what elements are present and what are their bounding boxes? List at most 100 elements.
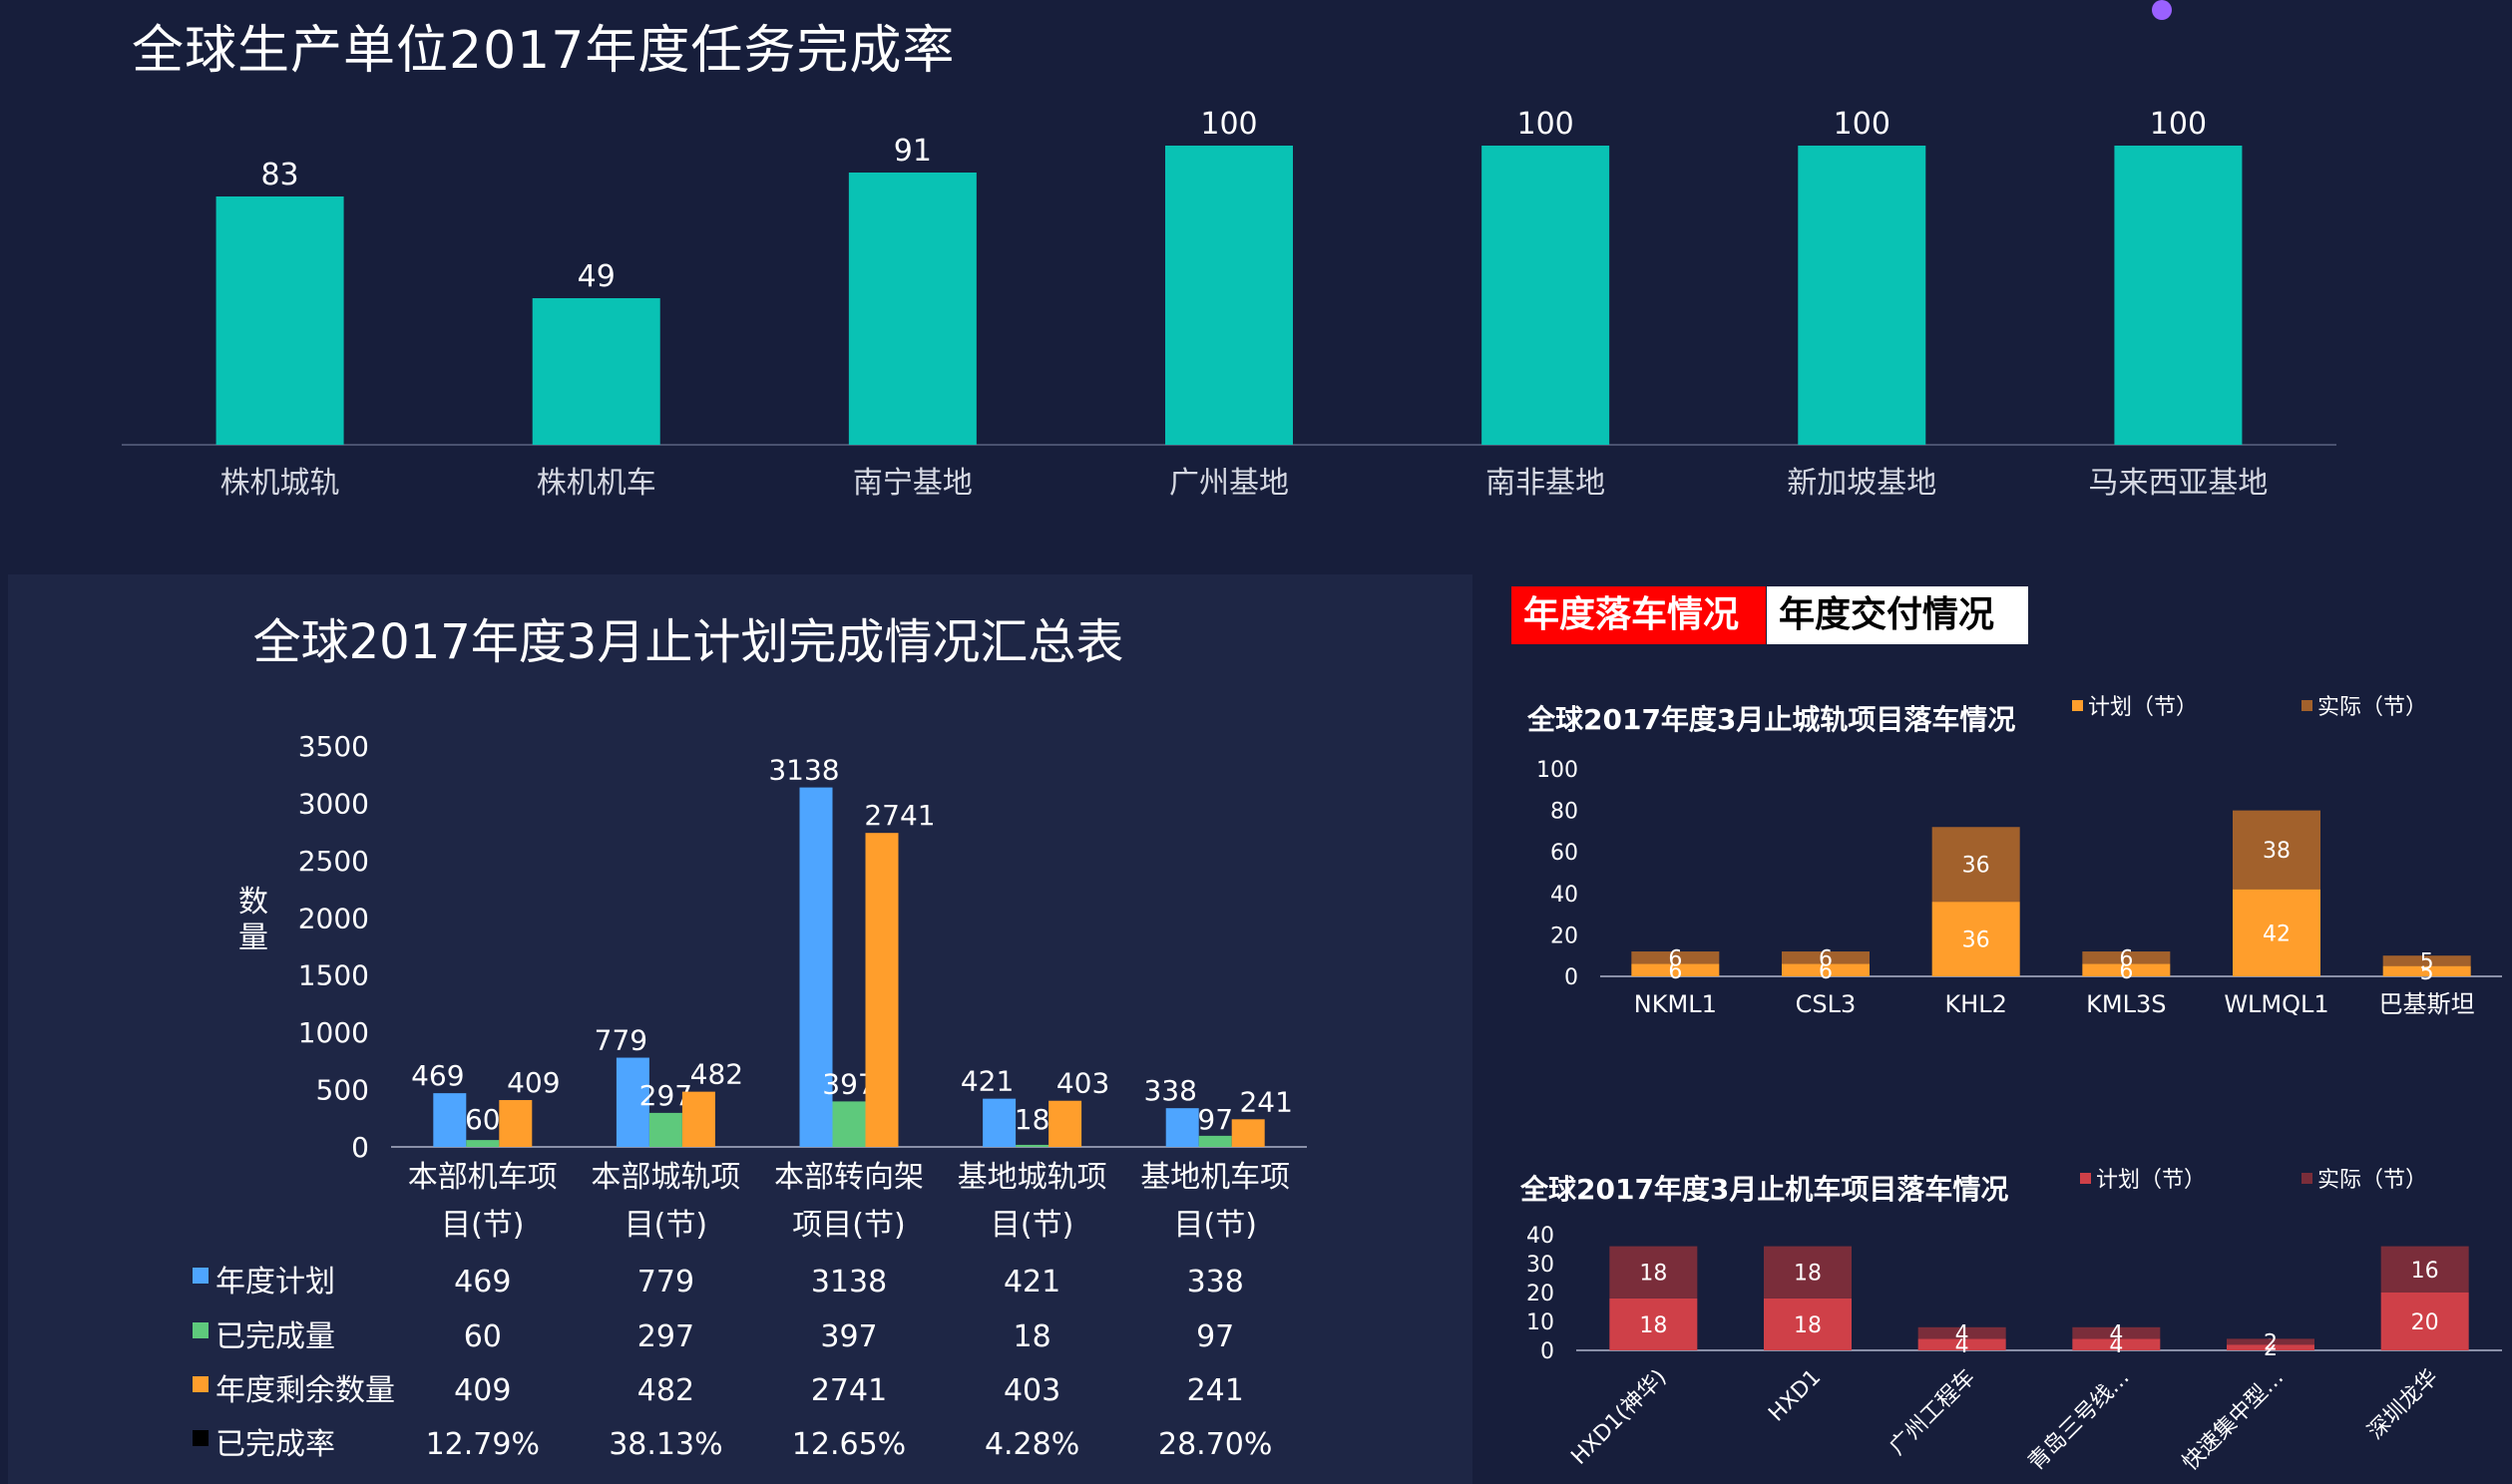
chart2-data-label: 482: [690, 1058, 743, 1091]
chart1-category-label: 株机机车: [537, 466, 656, 501]
indicator-dot: [2152, 0, 2172, 20]
chart2-table-cell: 469: [454, 1265, 511, 1299]
chart2-table-cell: 409: [454, 1373, 511, 1408]
chart2-table-cell: 482: [637, 1373, 694, 1408]
chart2-category-label: 目(节): [991, 1208, 1073, 1243]
page-title: 全球生产单位2017年度任务完成率: [132, 21, 956, 81]
chart2-legend-label: 已完成率: [215, 1427, 335, 1462]
chart3-legend-swatch: [2302, 700, 2312, 711]
chart2-data-label: 403: [1056, 1067, 1109, 1100]
chart4-y-tick: 40: [1526, 1224, 1554, 1249]
chart1-data-label: 49: [578, 259, 616, 294]
chart3-bar: [1631, 951, 1720, 964]
chart4-bar: [1764, 1298, 1852, 1350]
chart4-legend-swatch: [2302, 1173, 2312, 1184]
chart1-category-label: 南非基地: [1485, 466, 1605, 501]
chart1-bar: [2114, 146, 2243, 445]
chart2-bar: [799, 787, 833, 1147]
chart4-bar: [1609, 1246, 1698, 1298]
summary-panel: [8, 574, 1472, 1484]
chart4-title: 全球2017年度3月止机车项目落车情况: [1519, 1173, 2008, 1206]
chart2-category-label: 本部机车项: [408, 1160, 558, 1195]
chart2-y-tick: 3000: [298, 787, 369, 820]
chart2-data-label: 3138: [768, 754, 839, 787]
chart3-bar: [1782, 951, 1870, 964]
chart2-bar: [983, 1098, 1017, 1147]
chart4-category-label: HXD1: [1764, 1365, 1826, 1427]
chart2-data-label: 2741: [864, 799, 935, 832]
chart3-data-label: 42: [2263, 922, 2291, 946]
chart3-bar: [2233, 810, 2320, 890]
chart3-bar: [1782, 963, 1870, 976]
chart3-bar: [2082, 951, 2171, 964]
chart2-category-label: 目(节): [625, 1208, 707, 1243]
chart4-bar: [1764, 1246, 1852, 1298]
chart2-table-cell: 779: [637, 1265, 694, 1299]
tab-delivery[interactable]: 年度交付情况: [1767, 586, 2028, 644]
chart2-table-cell: 38.13%: [609, 1427, 722, 1462]
chart4-bar: [2227, 1344, 2314, 1350]
chart4-bar: [1917, 1326, 2006, 1339]
chart3-category-label: CSL3: [1796, 990, 1857, 1018]
chart4-legend-label: 计划（节）: [2096, 1168, 2206, 1193]
chart2-y-tick: 1000: [298, 1016, 369, 1049]
tab-landing[interactable]: 年度落车情况: [1511, 586, 1766, 644]
chart1-data-label: 91: [894, 134, 932, 169]
chart3-data-label: 6: [1668, 959, 1682, 984]
chart3-data-label: 36: [1962, 854, 1990, 879]
chart4-data-label: 16: [2411, 1259, 2439, 1284]
chart2-bar: [1231, 1119, 1265, 1147]
chart3-bar: [1631, 963, 1720, 976]
chart4-y-tick: 10: [1526, 1310, 1554, 1335]
chart1-data-label: 100: [1517, 107, 1574, 142]
chart4-bar: [2072, 1338, 2161, 1350]
chart1-category-label: 广州基地: [1169, 466, 1289, 501]
chart2-table-cell: 403: [1004, 1373, 1060, 1408]
chart2-table-cell: 28.70%: [1158, 1427, 1272, 1462]
chart2-table-cell: 3138: [811, 1265, 887, 1299]
chart1-data-label: 100: [2150, 107, 2207, 142]
chart1-bar: [532, 298, 660, 445]
chart2-bar: [648, 1112, 682, 1147]
chart3-bar: [1931, 902, 2020, 976]
chart4-data-label: 18: [1794, 1262, 1822, 1287]
chart2-y-tick: 1500: [298, 959, 369, 992]
chart2-bar: [681, 1091, 715, 1147]
chart4-data-label: 2: [2264, 1330, 2278, 1355]
chart2-table-cell: 397: [820, 1319, 877, 1354]
chart1-data-label: 83: [260, 158, 298, 192]
chart2-table-cell: 338: [1187, 1265, 1244, 1299]
chart2-bar: [616, 1057, 649, 1147]
chart4-bar: [2072, 1326, 2161, 1339]
chart1-bar: [1481, 146, 1610, 445]
chart2-y-tick: 2000: [298, 902, 369, 934]
chart2-category-label: 目(节): [441, 1208, 524, 1243]
chart2-bar: [466, 1140, 500, 1147]
chart1-data-label: 100: [1834, 107, 1890, 142]
chart2-data-label: 409: [507, 1066, 560, 1099]
chart3-bar: [2382, 965, 2471, 976]
chart2-data-label: 469: [411, 1059, 464, 1092]
chart4-bar: [2227, 1338, 2314, 1345]
chart3-data-label: 6: [1668, 946, 1682, 971]
chart2-table-cell: 2741: [811, 1373, 887, 1408]
chart2-data-label: 241: [1239, 1085, 1292, 1118]
chart2-table-cell: 241: [1187, 1373, 1244, 1408]
chart2-data-label: 779: [595, 1024, 647, 1057]
chart2-category-label: 基地城轨项: [958, 1160, 1107, 1195]
chart3-category-label: 巴基斯坦: [2379, 990, 2475, 1018]
chart2-category-label: 本部转向架: [774, 1160, 924, 1195]
chart4-y-tick: 20: [1526, 1282, 1554, 1306]
chart4-legend-swatch: [2080, 1173, 2091, 1184]
chart2-bar: [433, 1093, 467, 1147]
chart3-y-tick: 80: [1550, 800, 1578, 825]
chart2-y-tick: 0: [351, 1131, 369, 1164]
chart2-category-label: 基地机车项: [1140, 1160, 1290, 1195]
chart2-data-label: 97: [1197, 1103, 1233, 1136]
chart4-data-label: 20: [2411, 1310, 2439, 1335]
chart1-bar: [1165, 146, 1293, 445]
chart1-bar: [848, 173, 977, 445]
chart2-table-cell: 18: [1014, 1319, 1051, 1354]
chart2-y-label: 量: [238, 921, 268, 955]
